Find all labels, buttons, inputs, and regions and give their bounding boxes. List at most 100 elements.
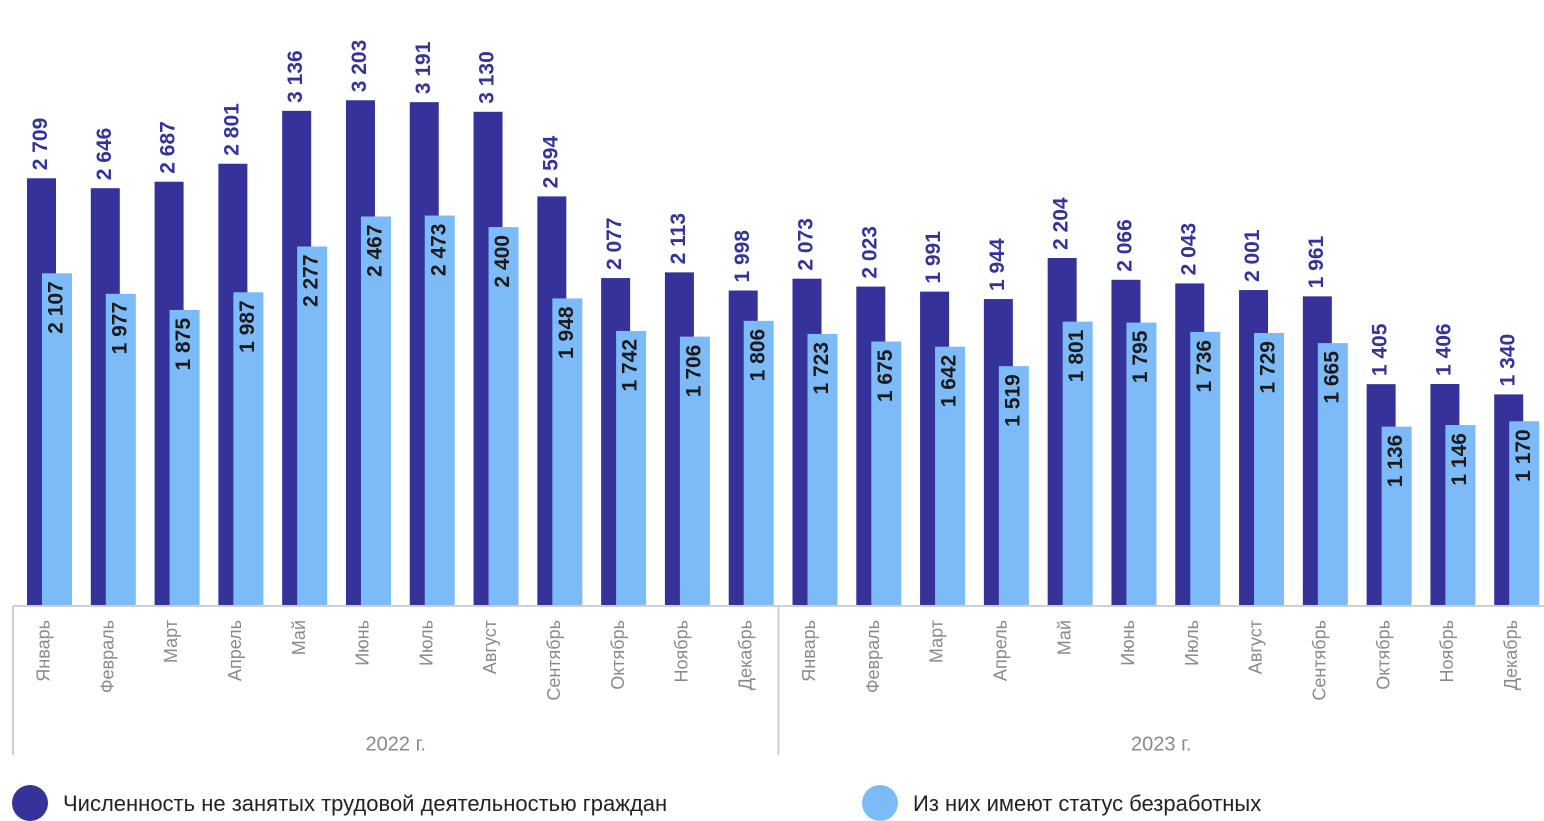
x-tick-label: Сентябрь [544, 620, 564, 701]
bar [935, 346, 966, 606]
bar [743, 320, 774, 606]
value-label: 2 001 [1241, 229, 1264, 282]
group-label: 2023 г. [1131, 733, 1191, 755]
value-label: 2 709 [29, 118, 52, 171]
value-label: 2 073 [795, 218, 818, 271]
value-label: 1 801 [1065, 329, 1088, 382]
value-label: 1 736 [1193, 340, 1216, 393]
value-label: 1 146 [1448, 433, 1471, 486]
x-tick-label: Август [1246, 620, 1266, 674]
value-label: 1 987 [236, 300, 259, 353]
x-tick-label: Декабрь [1501, 620, 1521, 690]
bar [169, 309, 200, 606]
value-label: 1 706 [682, 345, 705, 398]
value-label: 1 977 [108, 302, 131, 355]
value-label: 1 136 [1384, 435, 1407, 488]
bar [1190, 331, 1221, 606]
bar [42, 273, 72, 606]
bar [679, 336, 710, 606]
value-label: 2 113 [667, 213, 690, 264]
value-label: 1 723 [810, 342, 833, 395]
value-label: 3 191 [412, 41, 435, 94]
value-label: 2 473 [427, 224, 450, 277]
bar [807, 333, 838, 606]
value-label: 1 742 [619, 339, 642, 392]
value-label: 1 405 [1369, 323, 1392, 376]
x-tick-label: Май [289, 620, 309, 655]
bar [871, 341, 902, 606]
value-label: 3 130 [476, 51, 499, 104]
bar [1381, 426, 1412, 606]
bar [297, 246, 328, 606]
value-label: 1 948 [555, 306, 578, 359]
value-label: 2 687 [157, 121, 180, 174]
group-label: 2022 г. [366, 733, 426, 755]
x-tick-label: Октябрь [1373, 620, 1393, 690]
x-tick-label: Декабрь [735, 620, 755, 690]
value-label: 1 806 [746, 329, 769, 382]
bar [233, 292, 264, 606]
x-tick-label: Май [1054, 620, 1074, 655]
legend-label: Из них имеют статус безработных [913, 791, 1261, 816]
value-label: 1 642 [938, 355, 961, 408]
x-tick-label: Март [927, 620, 947, 663]
legend-marker [12, 785, 48, 821]
x-tick-label: Сентябрь [1309, 620, 1329, 701]
bar [1126, 322, 1157, 606]
x-tick-label: Апрель [991, 620, 1011, 681]
bar [488, 227, 519, 607]
value-label: 2 023 [858, 226, 881, 279]
value-label: 1 991 [922, 231, 945, 284]
value-label: 2 043 [1177, 223, 1200, 276]
x-tick-label: Февраль [863, 620, 883, 693]
bar [424, 215, 455, 607]
value-label: 1 729 [1257, 341, 1280, 394]
bar [1445, 425, 1476, 606]
value-label: 1 406 [1432, 323, 1455, 376]
x-tick-label: Июль [416, 620, 436, 666]
value-label: 1 170 [1512, 429, 1535, 482]
value-label: 1 961 [1305, 235, 1328, 288]
x-tick-label: Октябрь [608, 620, 628, 690]
value-label: 1 340 [1496, 334, 1519, 387]
value-label: 2 077 [603, 217, 626, 270]
bar [552, 298, 583, 606]
value-label: 1 998 [731, 230, 754, 283]
value-label: 1 795 [1129, 330, 1152, 383]
value-label: 1 675 [874, 349, 897, 402]
value-label: 2 801 [220, 103, 243, 156]
bar [1509, 421, 1540, 606]
value-label: 3 203 [348, 40, 371, 93]
x-tick-label: Июнь [1118, 620, 1138, 666]
value-label: 2 467 [364, 224, 387, 277]
bar [105, 293, 136, 606]
x-tick-label: Ноябрь [1437, 620, 1457, 682]
value-label: 2 594 [539, 136, 562, 189]
value-label: 2 107 [45, 281, 68, 334]
value-label: 2 277 [300, 254, 323, 307]
bar [616, 330, 647, 606]
x-tick-label: Март [161, 620, 181, 663]
x-tick-label: Июль [1182, 620, 1202, 666]
value-label: 2 204 [1050, 197, 1073, 250]
value-label: 1 665 [1320, 351, 1343, 404]
x-tick-label: Январь [799, 620, 819, 682]
bar [1317, 343, 1348, 606]
bar [998, 366, 1029, 606]
bar [360, 216, 391, 606]
x-tick-label: Июнь [353, 620, 373, 666]
value-label: 2 066 [1114, 219, 1137, 272]
x-tick-label: Август [480, 620, 500, 674]
value-label: 1 519 [1001, 374, 1024, 427]
value-label: 2 400 [491, 235, 514, 288]
value-label: 1 875 [172, 318, 195, 371]
legend-label: Численность не занятых трудовой деятельн… [63, 791, 667, 816]
x-tick-label: Ноябрь [672, 620, 692, 682]
x-tick-label: Январь [34, 620, 54, 682]
bar [1062, 321, 1093, 606]
legend-marker [862, 785, 898, 821]
value-label: 2 646 [93, 128, 116, 181]
x-tick-label: Февраль [97, 620, 117, 693]
bar [1254, 333, 1285, 606]
